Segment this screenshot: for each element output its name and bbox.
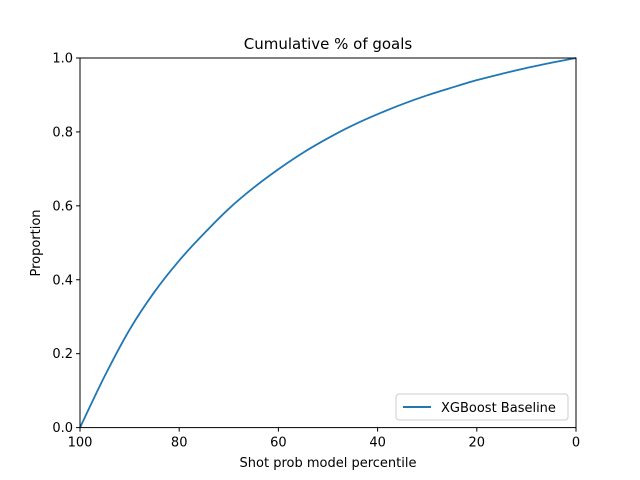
x-tick-label: 60	[270, 436, 287, 451]
legend-box	[395, 393, 569, 421]
y-tick-label: 0.8	[52, 125, 73, 140]
legend: XGBoost Baseline	[395, 393, 569, 421]
legend-label: XGBoost Baseline	[441, 401, 556, 416]
y-axis-ticks: 0.0 0.2 0.4 0.6 0.8 1.0	[52, 52, 80, 436]
x-axis-ticks: 100 80 60 40 20 0	[68, 427, 580, 451]
x-tick-label: 20	[469, 436, 486, 451]
series-line	[79, 57, 577, 428]
x-axis-label: Shot prob model percentile	[240, 456, 417, 471]
series-layer	[79, 57, 577, 428]
y-tick-label: 0.0	[52, 421, 73, 436]
y-axis-label: Proportion	[29, 209, 44, 276]
y-tick-label: 0.4	[52, 273, 73, 288]
y-tick-label: 0.6	[52, 199, 73, 214]
y-tick-label: 0.2	[52, 347, 73, 362]
axes-frame	[79, 57, 577, 429]
y-tick-label: 1.0	[52, 52, 73, 67]
x-tick-label: 80	[171, 436, 188, 451]
chart-title: Cumulative % of goals	[244, 35, 413, 53]
x-tick-label: 100	[68, 436, 93, 451]
x-tick-label: 40	[369, 436, 386, 451]
plot-area	[80, 58, 576, 428]
x-tick-label: 0	[572, 436, 580, 451]
